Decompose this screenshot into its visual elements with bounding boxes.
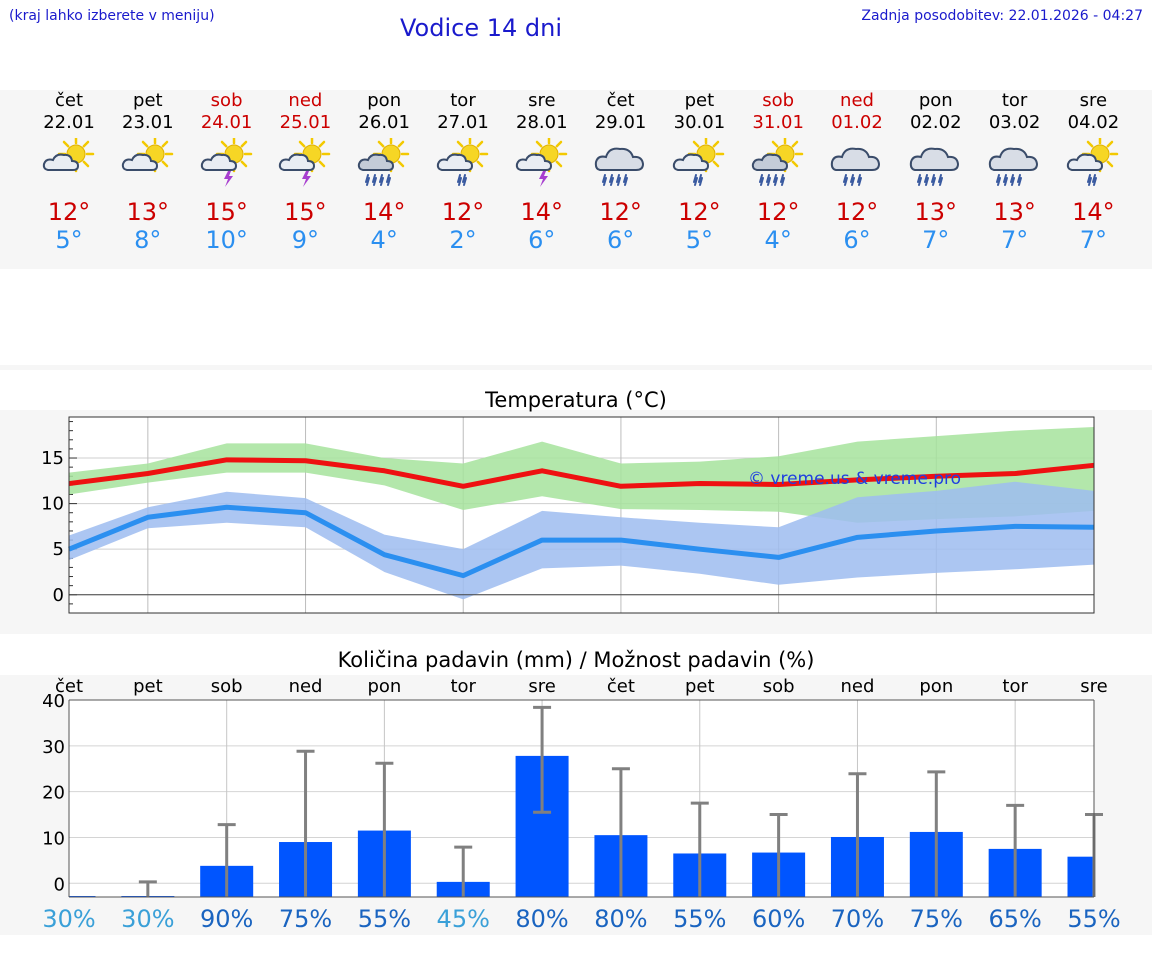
day-column: čet 22.01 12° 5° xyxy=(29,90,109,254)
max-temperature: 14° xyxy=(362,198,406,226)
date-label: 25.01 xyxy=(279,112,332,133)
sun-cloud-rain-icon xyxy=(436,138,489,186)
min-temperature: 7° xyxy=(1000,226,1029,254)
weekday-label: sob xyxy=(762,90,795,111)
min-temperature: 6° xyxy=(843,226,871,254)
max-temperature: 13° xyxy=(126,198,170,226)
min-temperature: 5° xyxy=(55,226,83,254)
date-label: 01.02 xyxy=(831,112,883,133)
last-update: Zadnja posodobitev: 22.01.2026 - 04:27 xyxy=(861,8,1143,24)
max-temperature: 12° xyxy=(441,198,485,226)
min-temperature: 8° xyxy=(134,226,162,254)
forecast-strip xyxy=(0,90,1152,269)
min-temperature: 9° xyxy=(291,226,320,254)
date-label: 24.01 xyxy=(200,112,253,133)
max-temperature: 12° xyxy=(599,198,642,226)
min-temperature: 6° xyxy=(606,226,635,254)
cloud-heavy-rain-icon xyxy=(909,147,959,186)
date-label: 27.01 xyxy=(437,112,489,133)
sun-cloud-icon xyxy=(121,138,174,173)
cloud-rain-icon xyxy=(830,147,881,186)
cloud-heavy-rain-icon xyxy=(988,147,1038,186)
weekday-label: ned xyxy=(840,90,874,111)
max-temperature: 12° xyxy=(835,198,879,226)
day-column: ned 25.01 15° 9° xyxy=(265,90,345,254)
min-temperature: 7° xyxy=(1079,226,1108,254)
day-column: ned 01.02 12° 6° xyxy=(817,90,897,254)
min-temperature: 5° xyxy=(685,226,714,254)
day-column: sob 31.01 12° 4° xyxy=(738,90,818,254)
date-label: 03.02 xyxy=(988,112,1041,133)
max-temperature: 12° xyxy=(756,198,800,226)
max-temperature: 15° xyxy=(284,198,327,226)
sun-cloud-heavy-rain-icon xyxy=(752,138,804,186)
sun-cloud-thunder-icon xyxy=(279,138,331,187)
date-label: 30.01 xyxy=(673,112,726,133)
date-label: 28.01 xyxy=(516,112,568,133)
temperature-chart-background xyxy=(0,410,1152,634)
page-title: Vodice 14 dni xyxy=(400,14,563,42)
day-column: sre 04.02 14° 7° xyxy=(1053,90,1133,254)
weekday-label: ned xyxy=(288,90,323,111)
sun-cloud-heavy-rain-icon xyxy=(358,138,410,186)
sun-cloud-thunder-icon xyxy=(200,138,252,187)
location-menu-hint[interactable]: (kraj lahko izberete v meniju) xyxy=(9,8,215,24)
precipitation-chart-title: Količina padavin (mm) / Možnost padavin … xyxy=(337,648,815,672)
precipitation-chart-background xyxy=(0,675,1152,935)
max-temperature: 15° xyxy=(205,198,248,226)
cloud-heavy-rain-icon xyxy=(594,147,644,186)
temperature-chart-title: Temperatura (°C) xyxy=(485,388,667,412)
min-temperature: 2° xyxy=(449,226,477,254)
max-temperature: 14° xyxy=(1072,198,1115,226)
date-label: 31.01 xyxy=(752,112,804,133)
max-temperature: 13° xyxy=(993,198,1036,226)
weekday-label: sob xyxy=(210,90,243,111)
max-temperature: 12° xyxy=(678,198,721,226)
min-temperature: 6° xyxy=(528,226,556,254)
sun-thunder-icon xyxy=(515,138,568,187)
sun-cloud-rain-icon xyxy=(673,138,725,186)
weekday-label: sre xyxy=(528,90,556,111)
max-temperature: 14° xyxy=(520,198,564,226)
weekday-label: sre xyxy=(1079,90,1108,111)
day-column: pet 23.01 13° 8° xyxy=(108,90,188,254)
date-label: 04.02 xyxy=(1067,112,1120,133)
max-temperature: 13° xyxy=(914,198,958,226)
day-column: pon 26.01 14° 4° xyxy=(344,90,424,254)
separator xyxy=(0,365,1152,370)
weekday-label: tor xyxy=(1001,90,1028,111)
day-column: sre 28.01 14° 6° xyxy=(502,90,582,254)
sun-cloud-icon xyxy=(42,138,95,173)
min-temperature: 7° xyxy=(922,226,950,254)
min-temperature: 4° xyxy=(764,226,792,254)
weekday-label: pon xyxy=(918,90,953,111)
sun-cloud-rain-icon xyxy=(1067,138,1119,186)
date-label: 23.01 xyxy=(122,112,174,133)
date-label: 02.02 xyxy=(910,112,962,133)
weekday-label: pet xyxy=(133,90,163,111)
date-label: 26.01 xyxy=(358,112,410,133)
date-label: 22.01 xyxy=(43,112,95,133)
day-column: čet 29.01 12° 6° xyxy=(581,90,661,254)
day-column: sob 24.01 15° 10° xyxy=(187,90,267,254)
day-column: tor 27.01 12° 2° xyxy=(423,90,503,254)
day-column: pon 02.02 13° 7° xyxy=(896,90,976,254)
weekday-label: čet xyxy=(54,90,84,111)
min-temperature: 10° xyxy=(205,226,248,254)
weekday-label: pon xyxy=(367,90,402,111)
min-temperature: 4° xyxy=(370,226,398,254)
day-column: pet 30.01 12° 5° xyxy=(659,90,739,254)
max-temperature: 12° xyxy=(47,198,91,226)
date-label: 29.01 xyxy=(594,112,647,133)
weekday-label: tor xyxy=(450,90,476,111)
weekday-label: čet xyxy=(606,90,635,111)
day-column: tor 03.02 13° 7° xyxy=(975,90,1055,254)
weekday-label: pet xyxy=(684,90,715,111)
